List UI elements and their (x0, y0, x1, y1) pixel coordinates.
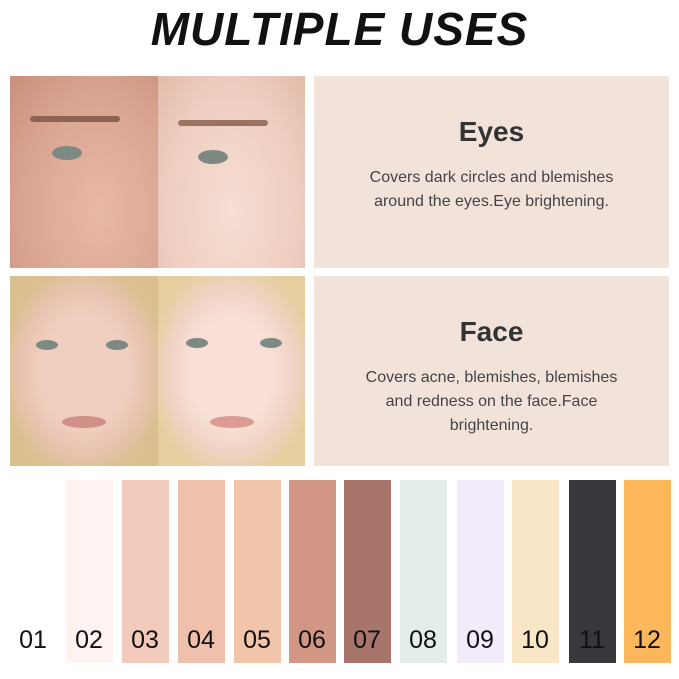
eyes-description-line: around the eyes.Eye brightening. (374, 193, 609, 210)
shade-swatch-01 (10, 480, 57, 663)
face-description-line: brightening. (449, 417, 534, 434)
eye (186, 338, 208, 348)
shade-label: 01 (19, 626, 47, 654)
shade-label: 04 (187, 626, 215, 654)
after-photo-half (157, 76, 305, 268)
shade-swatch-07 (344, 480, 391, 663)
shade-label: 05 (243, 626, 271, 654)
shade-label: 02 (75, 626, 103, 654)
eyes-description-line: Covers dark circles and blemishes (369, 169, 614, 186)
face-heading: Face (459, 316, 524, 347)
eye (198, 150, 228, 164)
shade-swatch-09 (457, 480, 504, 663)
face-description-line: Covers acne, blemishes, blemishes (365, 369, 618, 386)
shade-swatch-08 (400, 480, 447, 663)
shade-label: 09 (466, 626, 494, 654)
shade-swatch-02 (66, 480, 113, 663)
face-description-line: and redness on the face.Face (385, 393, 598, 410)
before-photo-half (10, 76, 158, 268)
shade-label: 06 (298, 626, 326, 654)
shade-label: 10 (521, 626, 549, 654)
eyes-heading: Eyes (458, 116, 525, 147)
face-before-after-photo (10, 276, 305, 466)
eye (260, 338, 282, 348)
shade-swatch-03 (122, 480, 169, 663)
shade-swatch-05 (234, 480, 281, 663)
shade-label: 08 (409, 626, 437, 654)
eyebrow (30, 116, 120, 122)
shade-label: 12 (633, 626, 661, 654)
shade-label: 07 (353, 626, 381, 654)
page-title: MULTIPLE USES (150, 3, 529, 55)
shade-swatch-12 (624, 480, 671, 663)
after-photo-half (157, 276, 305, 466)
eyes-before-after-photo (10, 76, 305, 268)
lips (210, 416, 254, 428)
shade-swatch-10 (512, 480, 559, 663)
eye (52, 146, 82, 160)
eye (106, 340, 128, 350)
shade-swatch-11 (569, 480, 616, 663)
shade-swatch-06 (289, 480, 336, 663)
shade-label: 03 (131, 626, 159, 654)
face-panel: Face Covers acne, blemishes, blemishes a… (314, 276, 669, 466)
eyes-panel: Eyes Covers dark circles and blemishes a… (314, 76, 669, 268)
shade-swatch-04 (178, 480, 225, 663)
shade-label: 11 (579, 626, 605, 654)
before-photo-half (10, 276, 158, 466)
eyebrow (178, 120, 268, 126)
eye (36, 340, 58, 350)
lips (62, 416, 106, 428)
